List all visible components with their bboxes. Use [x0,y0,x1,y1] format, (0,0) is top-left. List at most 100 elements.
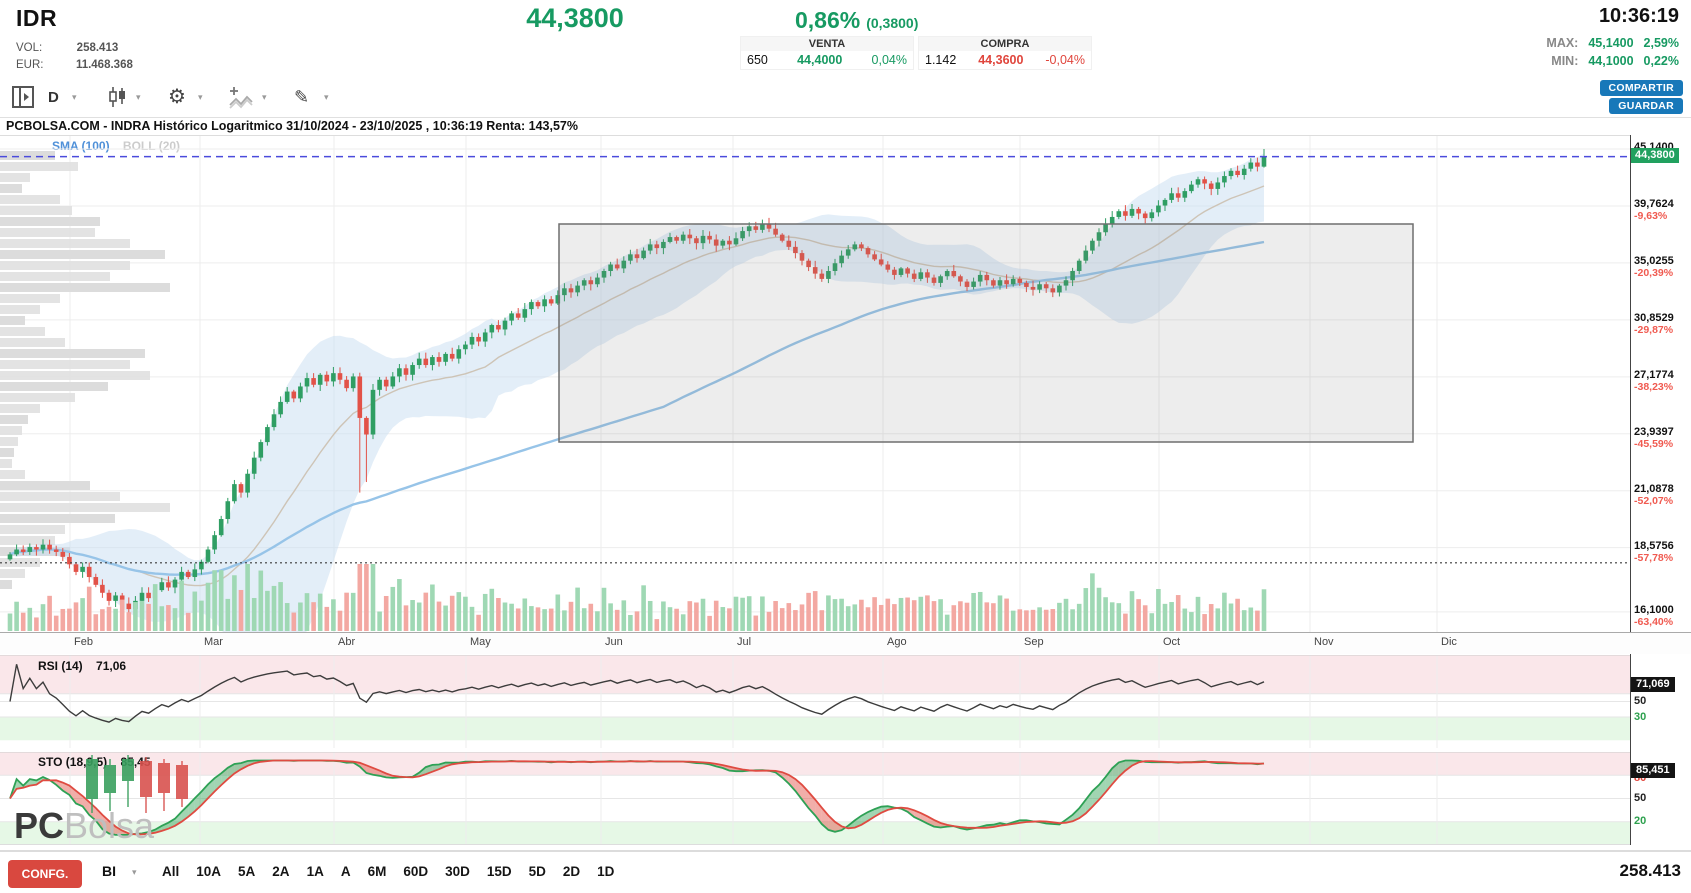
range-button-a[interactable]: A [340,864,351,879]
draw-button[interactable]: ✎ [294,84,309,110]
gear-icon: ⚙ [168,86,186,108]
ticker-selector[interactable]: BI [102,863,116,879]
range-button-15d[interactable]: 15D [486,864,512,879]
volume-profile-bar [0,503,170,512]
eur-value: 11.468.368 [75,59,133,71]
price-axis-percent: -63,40% [1634,615,1674,628]
volume-profile-bar [0,195,60,204]
settings-caret-icon[interactable]: ▾ [198,91,203,102]
range-button-10a[interactable]: 10A [196,864,222,879]
chart-title-bar: PCBOLSA.COM - INDRA Histórico Logaritmic… [0,117,1691,135]
range-button-60d[interactable]: 60D [403,864,429,879]
volume-profile-bar [0,184,22,193]
price-axis-label: 23,9397 [1634,425,1674,438]
draw-caret-icon[interactable]: ▾ [324,91,329,102]
volume-profile-bar [0,217,100,226]
venta-header: VENTA [741,37,913,51]
save-button[interactable]: GUARDAR [1609,98,1683,114]
volume-profile-bar [0,228,95,237]
vol-label: VOL: [16,42,43,54]
clock: 10:36:19 [1598,5,1679,27]
volume-profile-bar [0,481,90,490]
price-axis-percent: -57,78% [1634,551,1674,564]
last-price: 44,3800 [526,3,624,33]
volume-profile-bar [0,162,78,171]
range-button-5d[interactable]: 5D [528,864,546,879]
month-label-jul: Jul [737,636,752,648]
volume-profile-bar [0,470,25,479]
volume-profile-bar [0,459,12,468]
rsi-oversold-band [0,717,1630,741]
price-axis-label: 16,1000 [1634,603,1674,616]
timeframe-button[interactable]: D [48,84,59,110]
add-indicator-button[interactable] [228,84,254,110]
change-percent: 0,86% [795,7,861,33]
month-label-sep: Sep [1024,636,1044,648]
panel-toggle-button[interactable] [10,84,36,110]
annotation-box [558,223,1414,443]
vol-value: 258.413 [76,42,119,54]
candlestick-chart-icon [109,87,125,107]
volume-profile-bar [0,448,14,457]
settings-button[interactable]: ⚙ [168,84,186,110]
range-button-2d[interactable]: 2D [562,864,581,879]
range-button-all[interactable]: All [162,864,180,879]
range-button-5a[interactable]: 5A [238,864,256,879]
price-axis-label: 27,1774 [1634,368,1674,381]
venta-pct: 0,04% [871,53,907,67]
pcbolsa-logo: PCBolsa [14,805,154,847]
stochastic-panel[interactable] [0,752,1630,845]
main-chart[interactable] [0,135,1630,633]
chart-type-caret-icon[interactable]: ▾ [136,91,141,102]
range-button-2a[interactable]: 2A [272,864,290,879]
footer-volume: 258.413 [1619,861,1681,880]
range-button-6m[interactable]: 6M [367,864,387,879]
change-absolute: (0,3800) [866,15,919,31]
ticker-caret-icon[interactable]: ▾ [132,867,137,877]
logo-bolsa: Bolsa [64,805,155,846]
compra-size: 1.142 [925,53,957,67]
price-axis-label: 35,0255 [1634,254,1674,267]
volume-profile-bar [0,294,60,303]
month-label-mar: Mar [204,636,223,648]
volume-profile-bar [0,305,40,314]
min-pct: 0,22% [1643,54,1679,68]
rsi-panel[interactable] [0,655,1630,748]
eur-label: EUR: [16,59,44,71]
max-pct: 2,59% [1643,36,1679,50]
volume-profile-bar [0,250,165,259]
price-axis-label: 21,0878 [1634,482,1674,495]
share-button[interactable]: COMPARTIR [1599,80,1683,96]
volume-row: VOL: 258.413 [16,38,118,56]
timeframe-caret-icon[interactable]: ▾ [72,91,77,102]
month-label-nov: Nov [1314,636,1334,648]
rsi-level-50: 50 [1634,695,1647,707]
month-label-jun: Jun [605,636,623,648]
price-axis-percent: -45,59% [1634,437,1674,450]
volume-profile-bar [0,404,40,413]
sto-oversold-band [0,821,1630,845]
range-button-30d[interactable]: 30D [445,864,470,879]
add-indicator-caret-icon[interactable]: ▾ [262,91,267,102]
venta-box: VENTA 650 44,4000 0,04% [740,36,914,70]
eur-row: EUR: 11.468.368 [16,55,133,73]
price-axis-percent: -20,39% [1634,266,1674,279]
price-axis-separator [1630,135,1631,845]
price-axis-percent: -52,07% [1634,494,1674,507]
month-label-feb: Feb [74,636,93,648]
volume-profile-bar [0,261,130,270]
watermark-candles-icon [86,755,188,813]
rsi-label: RSI (14) [38,659,83,673]
range-button-1d[interactable]: 1D [597,864,615,879]
bollinger-band [10,153,1264,633]
volume-profile-bar [0,415,28,424]
config-button[interactable]: CONFG. [8,860,82,888]
chart-type-button[interactable] [106,84,128,110]
sto-level-20: 20 [1634,815,1647,827]
rsi-level-30: 30 [1634,711,1647,723]
volume-profile-bar [0,349,145,358]
rsi-value: 71,06 [96,659,127,673]
compra-pct: -0,04% [1045,53,1085,67]
range-button-1a[interactable]: 1A [306,864,324,879]
